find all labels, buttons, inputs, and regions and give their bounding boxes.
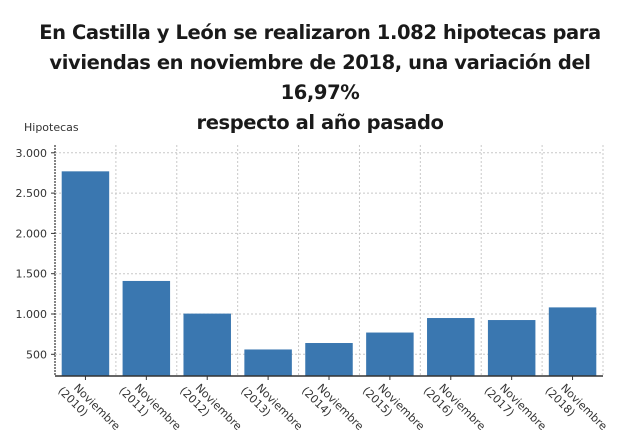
x-tick-label: Noviembre(2018) bbox=[543, 381, 610, 431]
x-tick-label: Noviembre(2011) bbox=[116, 381, 183, 431]
x-axis-ticks: Noviembre(2010) Noviembre(2011) Noviembre(… bbox=[55, 376, 610, 431]
chart-title-line-3: respecto al año pasado bbox=[196, 111, 444, 134]
bar bbox=[487, 320, 536, 376]
x-tick-label: Noviembre(2017) bbox=[482, 381, 549, 431]
chart-title-line-1: En Castilla y León se realizaron 1.082 h… bbox=[39, 21, 601, 44]
bar bbox=[305, 343, 353, 376]
bar bbox=[548, 307, 597, 376]
x-tick-label: Noviembre(2015) bbox=[360, 381, 427, 431]
chart-title-line-2: viviendas en noviembre de 2018, una vari… bbox=[49, 51, 591, 104]
bar bbox=[183, 313, 231, 376]
x-tick-label: Noviembre(2010) bbox=[55, 381, 122, 431]
bar bbox=[61, 171, 110, 376]
chart-title: En Castilla y León se realizaron 1.082 h… bbox=[20, 18, 620, 138]
y-tick-label: 1.500 bbox=[16, 268, 48, 281]
x-tick-label: Noviembre(2016) bbox=[421, 381, 488, 431]
bar bbox=[366, 332, 414, 376]
bar bbox=[122, 280, 171, 376]
y-tick-label: 1.000 bbox=[16, 308, 48, 321]
bar bbox=[427, 318, 475, 376]
y-tick-label: 500 bbox=[26, 348, 47, 361]
bars bbox=[61, 171, 597, 376]
y-tick-label: 2.000 bbox=[16, 227, 48, 240]
x-tick-label: Noviembre(2014) bbox=[299, 381, 366, 431]
y-tick-label: 2.500 bbox=[16, 187, 48, 200]
bar bbox=[244, 349, 292, 376]
y-axis-ticks: 500 1.000 1.500 2.000 2.500 3.000 bbox=[16, 147, 55, 361]
y-tick-label: 3.000 bbox=[16, 147, 48, 160]
x-tick-label: Noviembre(2013) bbox=[238, 381, 305, 431]
y-axis-label: Hipotecas bbox=[24, 121, 79, 134]
x-tick-label: Noviembre(2012) bbox=[177, 381, 244, 431]
